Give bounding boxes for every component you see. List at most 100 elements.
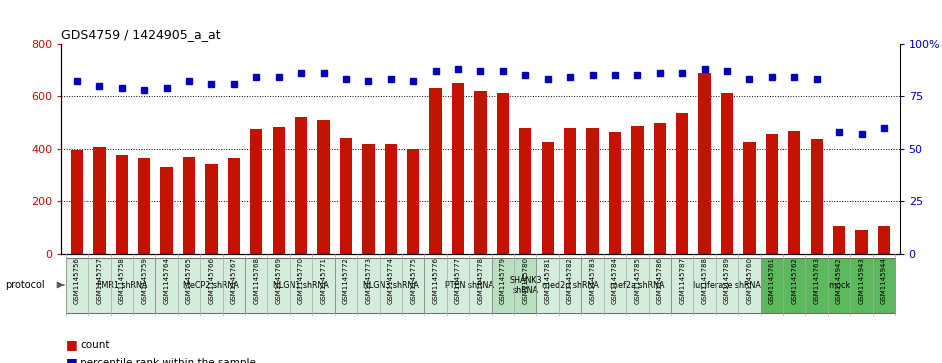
Text: GSM1145769: GSM1145769 (276, 257, 282, 304)
Text: GDS4759 / 1424905_a_at: GDS4759 / 1424905_a_at (61, 28, 220, 41)
Text: GSM1145763: GSM1145763 (814, 257, 820, 304)
Bar (833, 227, 845, 254)
Bar (564, 128, 577, 254)
Bar (536, 258, 581, 313)
Bar (228, 158, 240, 254)
Text: GSM1145781: GSM1145781 (544, 257, 551, 304)
Text: protocol: protocol (5, 280, 44, 290)
Bar (116, 155, 128, 254)
Text: GSM1145773: GSM1145773 (365, 257, 371, 304)
Bar (760, 258, 895, 313)
Text: GSM1145759: GSM1145759 (141, 257, 147, 304)
Bar (542, 142, 554, 254)
Bar (581, 258, 671, 313)
Text: GSM1145771: GSM1145771 (320, 257, 327, 304)
Bar (407, 149, 419, 254)
Text: GSM1145788: GSM1145788 (702, 257, 707, 304)
Text: GSM1145780: GSM1145780 (522, 257, 528, 304)
Text: GSM1145762: GSM1145762 (791, 257, 797, 304)
Bar (676, 113, 689, 254)
Text: GSM1145787: GSM1145787 (679, 257, 685, 304)
Text: GSM1145782: GSM1145782 (567, 257, 573, 304)
Text: med2d shRNA: med2d shRNA (542, 281, 598, 290)
Text: GSM1145779: GSM1145779 (500, 257, 506, 304)
Text: ■: ■ (66, 338, 77, 351)
Bar (384, 143, 397, 254)
Text: GSM1145766: GSM1145766 (208, 257, 215, 304)
Text: percentile rank within the sample: percentile rank within the sample (80, 358, 256, 363)
Text: MeCP2 shRNA: MeCP2 shRNA (184, 281, 239, 290)
Bar (492, 258, 536, 313)
Text: GSM1145768: GSM1145768 (253, 257, 259, 304)
Bar (272, 127, 284, 254)
Text: mef2a shRNA: mef2a shRNA (610, 281, 665, 290)
Bar (766, 134, 778, 254)
Bar (631, 126, 643, 254)
Text: mock: mock (828, 281, 851, 290)
Bar (425, 258, 492, 313)
Text: SHANK3
shRNA: SHANK3 shRNA (509, 276, 542, 295)
Text: GSM1145944: GSM1145944 (881, 257, 887, 304)
Text: NLGN3 shRNA: NLGN3 shRNA (363, 281, 418, 290)
Text: GSM1145761: GSM1145761 (769, 257, 775, 304)
Bar (317, 120, 330, 254)
Text: GSM1145770: GSM1145770 (298, 257, 304, 304)
Text: GSM1145757: GSM1145757 (96, 257, 103, 304)
Bar (698, 73, 711, 254)
Bar (71, 150, 83, 254)
Text: GSM1145776: GSM1145776 (432, 257, 439, 304)
Text: GSM1145758: GSM1145758 (119, 257, 124, 304)
Text: GSM1145775: GSM1145775 (410, 257, 416, 304)
Text: GSM1145756: GSM1145756 (73, 257, 80, 304)
Text: FMR1 shRNA: FMR1 shRNA (97, 281, 147, 290)
Bar (66, 258, 155, 313)
Bar (519, 128, 531, 254)
Text: GSM1145777: GSM1145777 (455, 257, 461, 304)
Text: luciferase shRNA: luciferase shRNA (693, 281, 761, 290)
Bar (586, 128, 599, 254)
Bar (245, 258, 334, 313)
Bar (183, 157, 195, 254)
Bar (609, 132, 621, 254)
Bar (452, 83, 464, 254)
Bar (855, 230, 868, 254)
Text: GSM1145783: GSM1145783 (590, 257, 595, 304)
Bar (250, 129, 263, 254)
Text: GSM1145772: GSM1145772 (343, 257, 349, 304)
Bar (671, 258, 760, 313)
Bar (743, 142, 755, 254)
Bar (430, 88, 442, 254)
Text: GSM1145778: GSM1145778 (478, 257, 483, 304)
Bar (155, 258, 245, 313)
Text: GSM1145789: GSM1145789 (724, 257, 730, 304)
Text: GSM1145767: GSM1145767 (231, 257, 236, 304)
Text: PTEN shRNA: PTEN shRNA (445, 281, 494, 290)
Text: GSM1145943: GSM1145943 (858, 257, 865, 304)
Bar (362, 144, 375, 254)
Bar (721, 93, 733, 254)
Bar (496, 93, 509, 254)
Bar (878, 226, 890, 254)
Bar (810, 139, 822, 254)
Bar (334, 258, 425, 313)
Text: GSM1145760: GSM1145760 (746, 257, 753, 304)
Text: GSM1145784: GSM1145784 (612, 257, 618, 304)
Text: ■: ■ (66, 356, 77, 363)
Bar (160, 167, 172, 254)
Bar (654, 123, 666, 254)
Bar (93, 147, 106, 254)
Bar (788, 131, 801, 254)
Bar (474, 91, 487, 254)
Text: GSM1145764: GSM1145764 (164, 257, 170, 304)
Text: GSM1145786: GSM1145786 (657, 257, 663, 304)
Bar (295, 117, 307, 254)
Bar (340, 138, 352, 254)
Text: GSM1145765: GSM1145765 (186, 257, 192, 304)
Text: NLGN1 shRNA: NLGN1 shRNA (273, 281, 329, 290)
Text: GSM1145942: GSM1145942 (836, 257, 842, 304)
Bar (138, 158, 151, 254)
Text: GSM1145774: GSM1145774 (388, 257, 394, 304)
Text: count: count (80, 340, 109, 350)
Bar (205, 164, 218, 254)
Text: GSM1145785: GSM1145785 (634, 257, 641, 304)
